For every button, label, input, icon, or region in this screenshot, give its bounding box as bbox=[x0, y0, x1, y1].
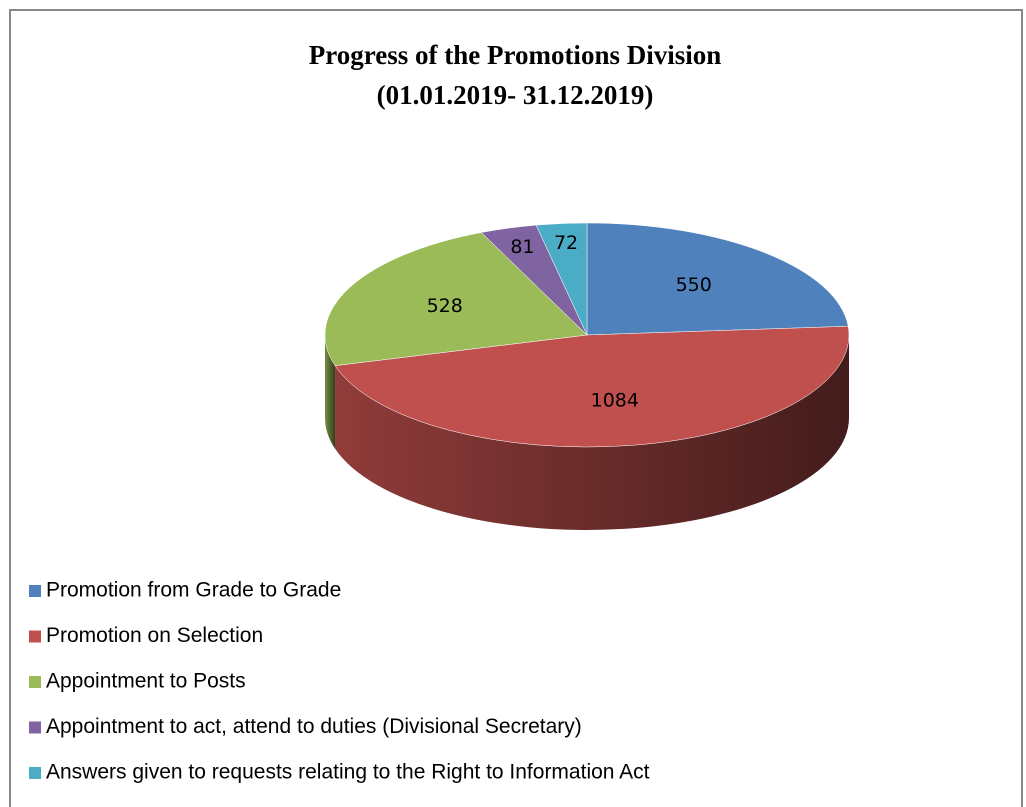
legend-swatch bbox=[29, 721, 41, 734]
data-label: 528 bbox=[427, 295, 463, 317]
slice bbox=[324, 232, 588, 366]
legend-swatch bbox=[29, 585, 41, 597]
legend-label: Promotion from Grade to Grade bbox=[46, 579, 341, 602]
slice-side bbox=[325, 335, 336, 449]
data-label: 550 bbox=[676, 274, 712, 296]
slice bbox=[586, 222, 849, 336]
legend-swatch bbox=[29, 676, 41, 688]
legend-swatch bbox=[29, 630, 41, 643]
chart-subtitle: (01.01.2019- 31.12.2019) bbox=[377, 80, 654, 110]
legend-label: Answers given to requests relating to th… bbox=[46, 761, 650, 784]
legend-label: Appointment to Posts bbox=[46, 670, 246, 693]
data-label: 1084 bbox=[591, 390, 639, 412]
slice bbox=[334, 326, 850, 448]
legend-swatch bbox=[29, 767, 41, 779]
data-label: 72 bbox=[554, 232, 578, 254]
data-label: 81 bbox=[510, 236, 534, 258]
slice bbox=[535, 222, 588, 336]
legend-label: Promotion on Selection bbox=[46, 624, 263, 647]
slice-side bbox=[335, 335, 849, 530]
chart-title: Progress of the Promotions Division bbox=[309, 40, 722, 70]
legend-label: Appointment to act, attend to duties (Di… bbox=[46, 715, 582, 738]
